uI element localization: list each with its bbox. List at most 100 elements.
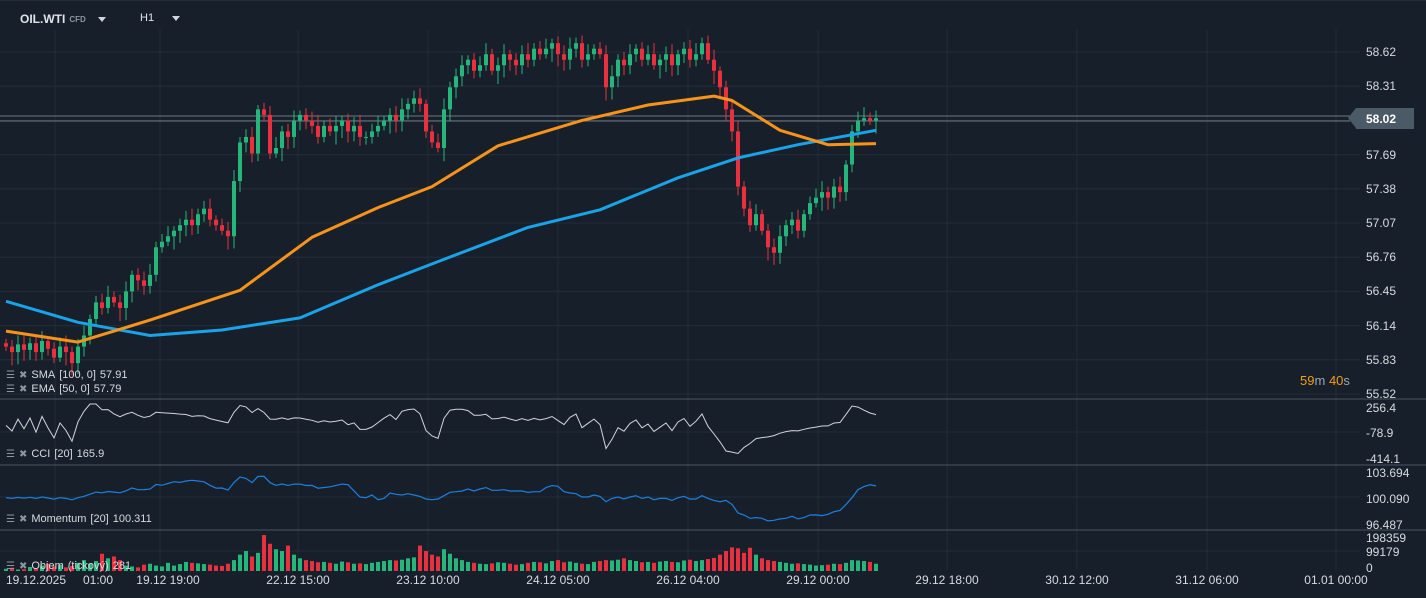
- volume-bar: [430, 554, 434, 571]
- candle-body: [436, 142, 440, 148]
- volume-bar: [298, 558, 302, 571]
- close-icon[interactable]: ✖: [18, 513, 28, 525]
- candle-body: [214, 219, 218, 226]
- candle-body: [22, 344, 26, 350]
- volume-bar: [370, 562, 374, 571]
- close-icon[interactable]: ✖: [18, 448, 28, 460]
- candle-body: [382, 120, 386, 126]
- candle-body: [418, 98, 422, 104]
- volume-bar: [646, 561, 650, 571]
- volume-bar: [760, 558, 764, 571]
- symbol-selector[interactable]: OIL.WTI CFD: [20, 12, 106, 26]
- timeframe-selector[interactable]: H1: [140, 12, 181, 24]
- candle-body: [28, 343, 32, 350]
- candle-body: [466, 59, 470, 66]
- volume-bar: [772, 561, 776, 571]
- momentum-axis-top: 103.694: [1366, 466, 1410, 480]
- volume-bar: [622, 558, 626, 571]
- candle-body: [502, 54, 506, 66]
- candle-body: [76, 346, 80, 364]
- time-label: 19.12.2025: [5, 573, 67, 587]
- volume-bar: [652, 562, 656, 571]
- symbol-name: OIL.WTI: [20, 12, 66, 26]
- time-label: 29.12 18:00: [915, 573, 979, 587]
- volume-bar: [406, 558, 410, 571]
- candle-body: [352, 125, 356, 132]
- candle-body: [832, 186, 836, 198]
- volume-bar: [250, 556, 254, 571]
- volume-bar: [40, 565, 44, 571]
- price-axis-label: 58.62: [1366, 45, 1397, 59]
- volume-bar: [274, 549, 278, 571]
- candle-body: [652, 54, 656, 66]
- volume-bar: [328, 562, 332, 571]
- candle-body: [100, 302, 104, 308]
- close-icon[interactable]: ✖: [18, 383, 28, 395]
- volume-bar: [22, 569, 26, 571]
- candle-body: [334, 125, 338, 132]
- candle-body: [526, 54, 530, 60]
- time-label: 23.12 10:00: [396, 573, 460, 587]
- menu-icon[interactable]: ☰: [6, 369, 15, 381]
- volume-bar: [874, 563, 878, 571]
- volume-bar: [202, 564, 206, 571]
- volume-bar: [286, 545, 290, 571]
- volume-bar: [586, 564, 590, 571]
- candle-body: [196, 214, 200, 226]
- volume-bar: [10, 567, 14, 571]
- menu-icon[interactable]: ☰: [6, 383, 15, 395]
- volume-bar: [118, 560, 122, 571]
- close-icon[interactable]: ✖: [18, 560, 28, 572]
- candle-body: [484, 54, 488, 66]
- candle-body: [508, 54, 512, 60]
- volume-bar: [70, 565, 74, 571]
- candle-body: [268, 114, 272, 154]
- sma-label: SMA: [31, 369, 56, 381]
- volume-bar: [88, 563, 92, 571]
- candle-body: [388, 114, 392, 121]
- volume-bar: [526, 562, 530, 571]
- candle-body: [400, 109, 404, 121]
- volume-bar: [670, 561, 674, 571]
- candle-body: [682, 48, 686, 55]
- menu-icon[interactable]: ☰: [6, 513, 15, 525]
- candle-body: [190, 219, 194, 226]
- candle-body: [64, 346, 68, 353]
- candle-body: [136, 274, 140, 281]
- candle-body: [826, 192, 830, 198]
- volume-bar: [46, 563, 50, 571]
- volume-bar: [658, 561, 662, 571]
- menu-icon[interactable]: ☰: [6, 560, 15, 572]
- volume-bar: [82, 560, 86, 571]
- time-label: 01:00: [82, 573, 114, 587]
- candle-body: [580, 43, 584, 60]
- time-label: 22.12 15:00: [266, 573, 330, 587]
- volume-bar: [778, 561, 782, 571]
- candle-body: [874, 118, 878, 121]
- volume-bar: [478, 563, 482, 571]
- volume-bar: [124, 565, 128, 571]
- candle-body: [586, 54, 590, 60]
- candle-body: [274, 147, 278, 154]
- volume-bar: [502, 562, 506, 571]
- close-icon[interactable]: ✖: [18, 369, 28, 381]
- candle-body: [112, 296, 116, 303]
- momentum-axis-mid: 100.090: [1366, 492, 1410, 506]
- candle-body: [124, 291, 128, 308]
- candle-body: [304, 114, 308, 121]
- volume-bar: [292, 554, 296, 571]
- timer-s-unit: s: [1343, 373, 1350, 388]
- volume-bar: [550, 561, 554, 571]
- volume-legend: ☰ ✖ Objem (tickový) 281: [6, 560, 131, 572]
- candle-body: [706, 43, 710, 60]
- menu-icon[interactable]: ☰: [6, 448, 15, 460]
- volume-bar: [340, 561, 344, 571]
- volume-bar: [28, 567, 32, 571]
- volume-bar: [262, 535, 266, 571]
- volume-bar: [856, 560, 860, 571]
- volume-bar: [160, 566, 164, 571]
- volume-bar: [844, 562, 848, 571]
- volume-bar: [394, 560, 398, 571]
- sma-legend: ☰ ✖ SMA [100, 0] 57.91: [6, 369, 127, 381]
